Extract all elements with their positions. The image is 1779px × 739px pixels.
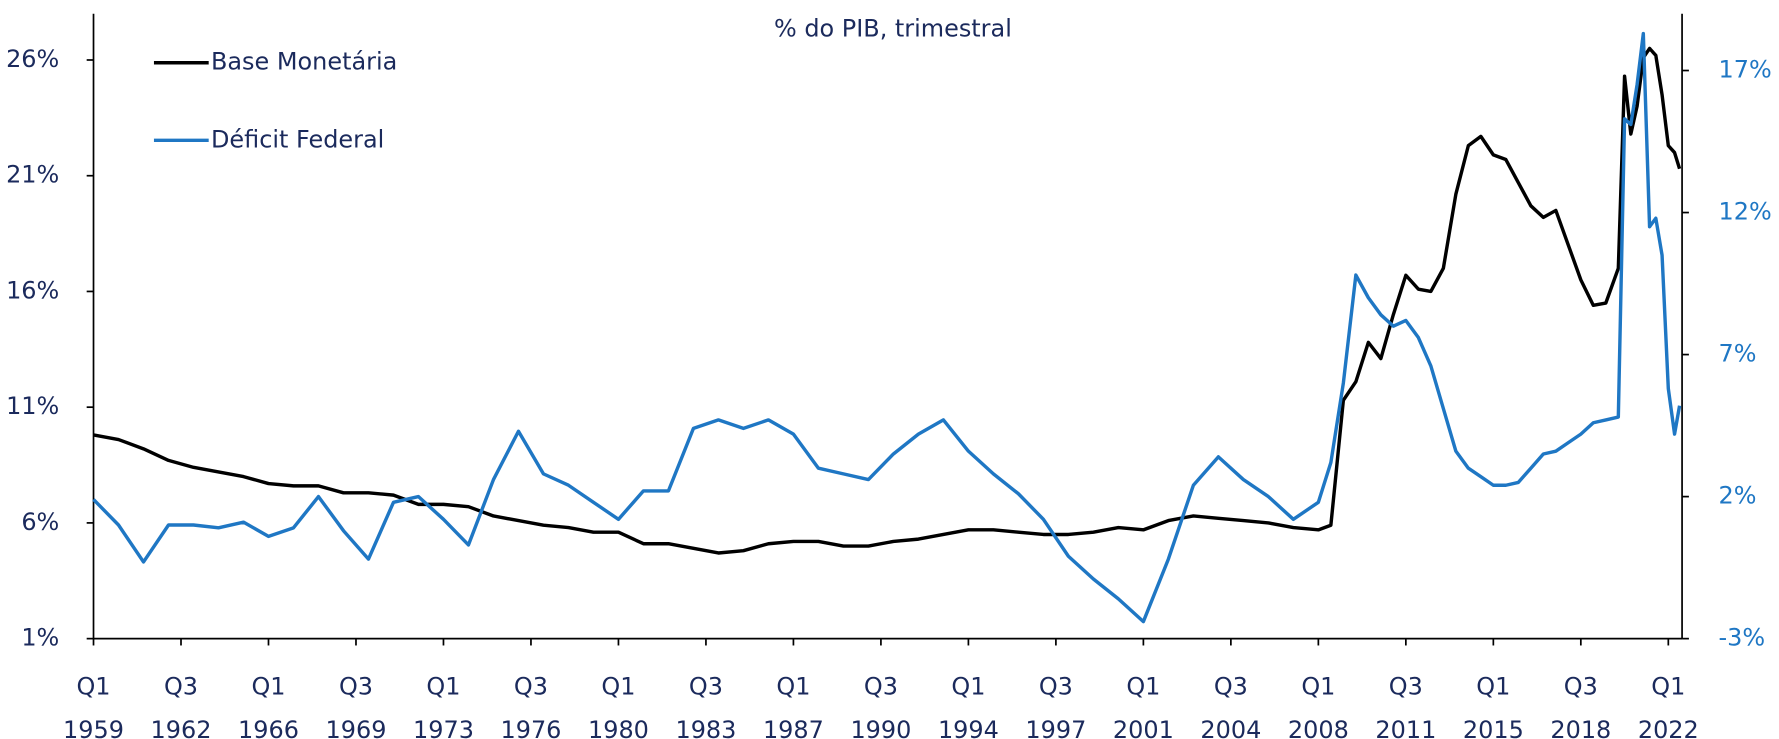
y-tick-label: 21% — [6, 161, 59, 189]
x-tick-label: Q1 — [1651, 673, 1685, 701]
y2-tick-label: 17% — [1719, 56, 1772, 84]
x-tick-label: 2001 — [1113, 716, 1174, 739]
x-tick-label: Q1 — [1476, 673, 1510, 701]
x-tick-label: 1990 — [850, 716, 911, 739]
y2-tick-label: 2% — [1719, 482, 1757, 510]
x-tick-label: Q1 — [76, 673, 110, 701]
y-tick-label: 16% — [6, 276, 59, 304]
x-tick-label: Q3 — [1389, 673, 1423, 701]
x-tick-label: Q3 — [1564, 673, 1598, 701]
x-tick-label: Q1 — [251, 673, 285, 701]
x-tick-label: 1983 — [675, 716, 736, 739]
x-tick-label: 1969 — [326, 716, 387, 739]
y-tick-label: 26% — [6, 45, 59, 73]
x-tick-label: 2004 — [1200, 716, 1261, 739]
x-tick-label: 2018 — [1550, 716, 1611, 739]
y2-tick-label: 12% — [1719, 198, 1772, 226]
x-tick-label: Q3 — [1039, 673, 1073, 701]
x-tick-label: Q1 — [426, 673, 460, 701]
x-tick-label: Q1 — [776, 673, 810, 701]
x-tick-label: 1959 — [63, 716, 124, 739]
x-tick-label: 1994 — [938, 716, 999, 739]
x-tick-label: Q3 — [514, 673, 548, 701]
series-line — [93, 46, 1682, 555]
x-tick-label: Q3 — [339, 673, 373, 701]
x-tick-label: 1997 — [1025, 716, 1086, 739]
x-tick-label: 1987 — [763, 716, 824, 739]
chart-subtitle: % do PIB, trimestral — [774, 15, 1012, 43]
y-tick-label: 1% — [21, 624, 59, 652]
y-tick-label: 11% — [6, 392, 59, 420]
x-tick-label: 1962 — [151, 716, 212, 739]
x-tick-label: 2008 — [1288, 716, 1349, 739]
legend-label: Déficit Federal — [211, 125, 384, 153]
x-tick-label: 1976 — [500, 716, 561, 739]
x-tick-label: Q1 — [601, 673, 635, 701]
legend-label: Base Monetária — [211, 48, 397, 76]
x-tick-label: Q1 — [1301, 673, 1335, 701]
x-tick-label: Q3 — [1214, 673, 1248, 701]
x-tick-label: 1966 — [238, 716, 299, 739]
x-tick-label: 2022 — [1638, 716, 1699, 739]
x-tick-label: 1973 — [413, 716, 474, 739]
x-tick-label: 2015 — [1463, 716, 1524, 739]
y2-tick-label: -3% — [1719, 624, 1766, 652]
series-line — [92, 31, 1682, 624]
y-tick-label: 6% — [21, 508, 59, 536]
x-tick-label: Q3 — [864, 673, 898, 701]
x-tick-label: Q3 — [689, 673, 723, 701]
x-tick-label: Q1 — [951, 673, 985, 701]
x-tick-label: 1980 — [588, 716, 649, 739]
y2-tick-label: 7% — [1719, 340, 1757, 368]
x-tick-label: Q3 — [164, 673, 198, 701]
x-tick-label: Q1 — [1126, 673, 1160, 701]
x-tick-label: 2011 — [1375, 716, 1436, 739]
